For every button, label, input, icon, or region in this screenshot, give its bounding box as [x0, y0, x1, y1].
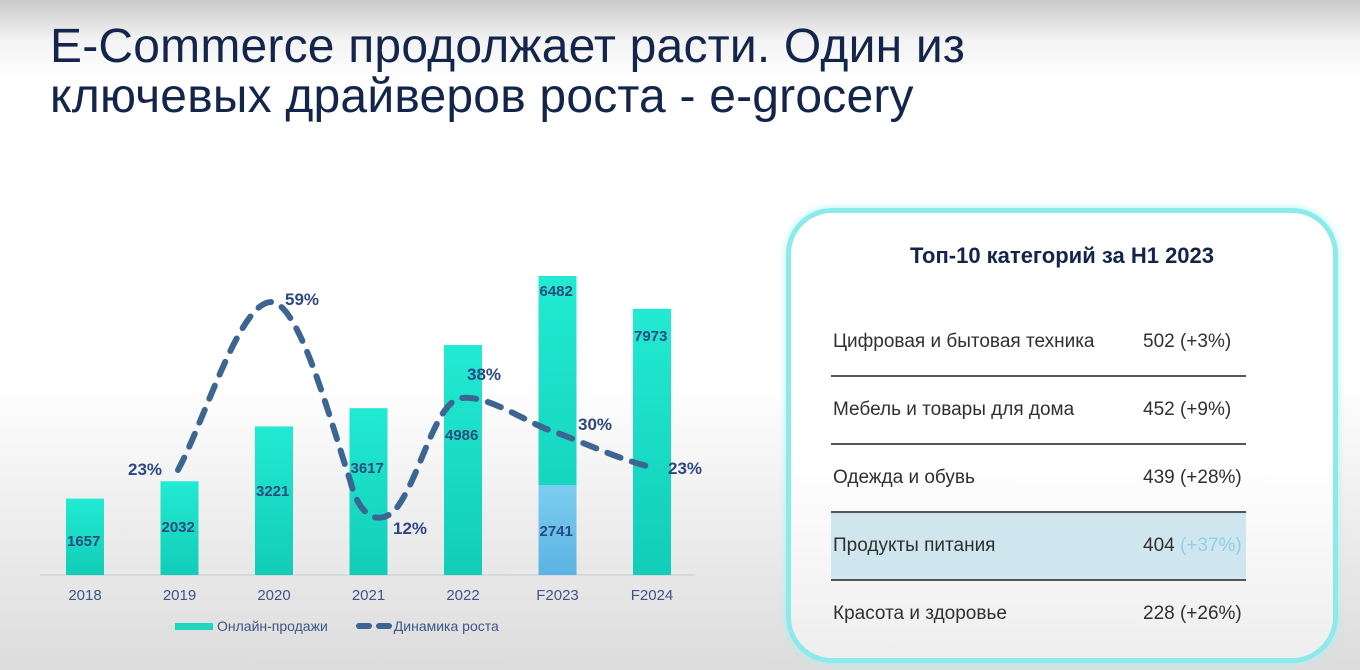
category-value: 228 (+26%) [1143, 603, 1242, 624]
bar-F2024 [633, 308, 671, 575]
bar-value-label: 2032 [162, 519, 195, 536]
bar-value-label: 4986 [445, 427, 478, 444]
category-name: Мебель и товары для дома [833, 399, 1075, 420]
category-value: 439 (+28%) [1143, 467, 1242, 488]
table-row: Мебель и товары для дома 452 (+9%) [831, 377, 1246, 445]
category-name: Красота и здоровье [833, 603, 1007, 624]
bar-series [66, 276, 671, 575]
bar-value-label: 7973 [634, 328, 667, 345]
table-row: Цифровая и бытовая техника 502 (+3%) [831, 309, 1246, 377]
slide-title: E-Commerce продолжает расти. Один из клю… [50, 22, 965, 122]
chart-labels: 1657 2018 2032 2019 3221 2020 3617 2021 4986 2022… [67, 283, 702, 604]
bar-value-label: 6482 [540, 283, 573, 300]
bar-2021 [349, 408, 388, 575]
slide-title-line-2: ключевых драйверов роста - e-grocery [50, 70, 914, 123]
slide-title-line-1: E-Commerce продолжает расти. Один из [50, 20, 966, 73]
x-tick-label: F2024 [631, 587, 674, 604]
sales-growth-chart: 1657 2018 2032 2019 3221 2020 3617 2021 4986 2022… [40, 276, 702, 604]
x-tick-label: 2020 [257, 587, 290, 604]
bar-2019 [160, 481, 199, 575]
chart-legend: Онлайн-продажи Динамика роста [175, 618, 499, 634]
category-name: Продукты питания [833, 535, 996, 556]
table-row: Одежда и обувь 439 (+28%) [831, 445, 1246, 513]
bar-value-label: 1657 [67, 533, 100, 550]
legend-line-label: Динамика роста [393, 618, 499, 634]
table-row-highlighted: Продукты питания 404 (+37%) [831, 513, 1246, 581]
growth-rate-label: 59% [285, 290, 319, 309]
bar-2022 [444, 345, 482, 575]
legend-dashed-line-swatch [355, 623, 392, 629]
growth-rate-label: 38% [467, 365, 501, 384]
growth-rate-label: 12% [393, 519, 427, 538]
x-tick-label: 2022 [446, 587, 479, 604]
bar-value-label: 3221 [256, 483, 289, 500]
legend-bar-swatch [175, 622, 213, 630]
segment-value-label: 2741 [540, 523, 573, 540]
growth-line [175, 298, 658, 521]
x-tick-label: 2021 [352, 587, 385, 604]
growth-rate-label: 23% [128, 460, 162, 479]
x-tick-label: 2019 [163, 587, 196, 604]
table-row: Красота и здоровье 228 (+26%) [831, 581, 1246, 647]
category-name: Одежда и обувь [833, 467, 975, 488]
card-title: Топ-10 категорий за H1 2023 [909, 243, 1215, 268]
legend-bars-label: Онлайн-продажи [217, 618, 328, 634]
category-value: 502 (+3%) [1143, 331, 1232, 352]
categories-table: Цифровая и бытовая техника 502 (+3%) Меб… [831, 309, 1246, 647]
bar-2018 [66, 498, 104, 575]
category-name: Цифровая и бытовая техника [833, 331, 1095, 352]
x-tick-label: 2018 [68, 587, 101, 604]
bar-2020 [255, 426, 293, 575]
top-categories-card: Топ-10 категорий за H1 2023 Цифровая и б… [786, 208, 1338, 663]
category-value: 452 (+9%) [1143, 399, 1232, 420]
bar-segment-F2023 [538, 485, 577, 575]
x-tick-label: F2023 [536, 587, 579, 604]
bar-value-label: 3617 [351, 460, 384, 477]
category-value: 404 (+37%) [1143, 535, 1242, 556]
growth-rate-label: 30% [578, 415, 612, 434]
growth-rate-label: 23% [668, 459, 702, 478]
